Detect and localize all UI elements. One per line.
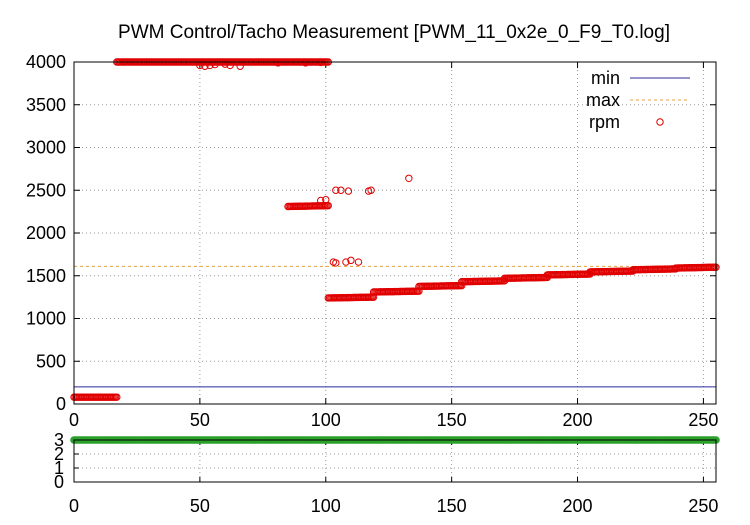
- legend-label: max: [586, 90, 620, 110]
- y-tick-label: 3500: [26, 95, 66, 115]
- rpm-point: [332, 186, 340, 194]
- sub-y-tick-label: 1: [54, 458, 64, 478]
- x-tick-label: 100: [311, 410, 341, 430]
- sub-plot-frame: [73, 439, 717, 483]
- rpm-point: [405, 174, 413, 182]
- rpm-point: [113, 393, 121, 401]
- x-tick-label: 0: [69, 410, 79, 430]
- x-tick-label: 250: [688, 410, 718, 430]
- legend-label: min: [591, 68, 620, 88]
- rpm-point: [332, 259, 340, 267]
- y-tick-label: 2000: [26, 223, 66, 243]
- rpm-point: [458, 281, 466, 290]
- y-tick-label: 3000: [26, 138, 66, 158]
- legend-swatch-rpm: [656, 118, 664, 126]
- y-tick-label: 1500: [26, 266, 66, 286]
- rpm-point: [344, 187, 353, 195]
- legend-label: rpm: [589, 112, 620, 132]
- rpm-point: [322, 195, 330, 204]
- rpm-point: [317, 196, 325, 205]
- y-tick-label: 2500: [26, 180, 66, 200]
- y-tick-label: 0: [56, 394, 66, 414]
- series-rpm-points: [70, 58, 720, 401]
- sub-x-tick-label: 150: [437, 496, 467, 516]
- y-tick-label: 500: [36, 351, 66, 371]
- x-tick-label: 50: [190, 410, 210, 430]
- x-tick-label: 200: [563, 410, 593, 430]
- sub-x-tick-label: 0: [69, 496, 79, 516]
- rpm-point: [324, 201, 332, 210]
- rpm-point: [301, 59, 310, 67]
- x-tick-label: 150: [437, 410, 467, 430]
- rpm-point: [367, 186, 375, 194]
- rpm-point: [337, 186, 345, 194]
- sub-y-tick-label: 2: [54, 444, 64, 464]
- rpm-point: [347, 256, 355, 265]
- rpm-point: [221, 60, 229, 68]
- rpm-point: [274, 59, 282, 67]
- rpm-point: [236, 62, 244, 70]
- sub-y-tick-label: 3: [54, 430, 64, 450]
- y-tick-label: 4000: [26, 52, 66, 72]
- chart-title: PWM Control/Tacho Measurement [PWM_11_0x…: [118, 22, 670, 43]
- sub-x-tick-label: 50: [190, 496, 210, 516]
- y-tick-label: 1000: [26, 309, 66, 329]
- sub-x-tick-label: 100: [311, 496, 341, 516]
- rpm-point: [201, 62, 209, 70]
- sub-x-tick-label: 200: [563, 496, 593, 516]
- rpm-point: [211, 60, 219, 69]
- rpm-point: [342, 258, 350, 266]
- main-plot: 0 50 100 150 200 2500500100015002000250030003…: [26, 52, 720, 430]
- sub-y-tick-label: 0: [54, 472, 64, 492]
- main-plot-frame: [73, 61, 717, 405]
- sub-x-tick-label: 250: [688, 496, 718, 516]
- rpm-point: [354, 258, 363, 266]
